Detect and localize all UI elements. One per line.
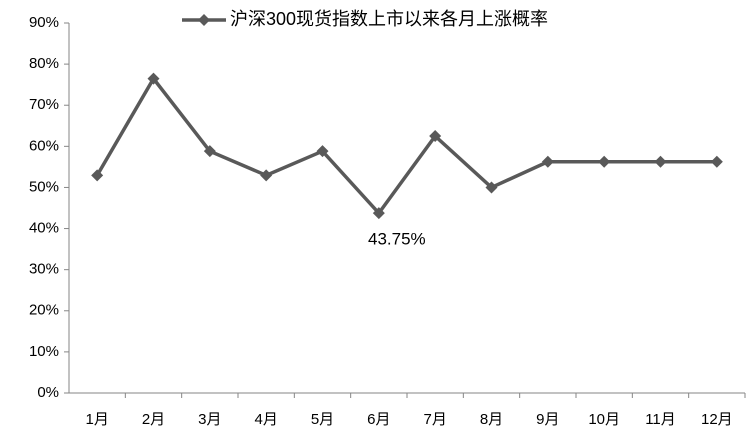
data-point bbox=[372, 207, 385, 220]
y-tick-label: 40% bbox=[29, 220, 59, 237]
data-point bbox=[260, 169, 273, 182]
series-line bbox=[95, 75, 717, 216]
x-tick-label: 4月 bbox=[254, 411, 277, 428]
x-tick-label: 6月 bbox=[367, 411, 390, 428]
data-point bbox=[91, 169, 104, 182]
x-tick-label: 1月 bbox=[85, 411, 108, 428]
y-tick-label: 60% bbox=[29, 137, 59, 154]
data-point bbox=[541, 155, 554, 168]
y-tick-label: 70% bbox=[29, 96, 59, 113]
y-tick-label: 50% bbox=[29, 178, 59, 195]
y-tick-label: 20% bbox=[29, 302, 59, 319]
data-point bbox=[316, 145, 329, 158]
data-point bbox=[710, 155, 723, 168]
y-tick-label: 90% bbox=[29, 14, 59, 31]
data-point bbox=[654, 155, 667, 168]
x-tick-label: 8月 bbox=[480, 411, 503, 428]
x-tick-label: 11月 bbox=[645, 411, 676, 428]
data-point bbox=[203, 145, 216, 158]
y-tick-label: 10% bbox=[29, 343, 59, 360]
x-tick-label: 9月 bbox=[536, 411, 559, 428]
data-label: 43.75% bbox=[368, 230, 426, 249]
y-tick-label: 30% bbox=[29, 261, 59, 278]
data-point bbox=[147, 72, 160, 85]
y-tick-label: 80% bbox=[29, 55, 59, 72]
legend-label: 沪深300现货指数上市以来各月上涨概率 bbox=[230, 9, 548, 29]
data-point bbox=[598, 155, 611, 168]
x-tick-label: 12月 bbox=[701, 411, 733, 428]
x-tick-label: 5月 bbox=[311, 411, 334, 428]
x-tick-label: 10月 bbox=[588, 411, 620, 428]
x-tick-label: 3月 bbox=[198, 411, 221, 428]
data-point bbox=[429, 130, 442, 143]
legend-marker bbox=[198, 14, 210, 26]
data-point bbox=[485, 181, 498, 194]
x-tick-label: 7月 bbox=[423, 411, 446, 428]
y-tick-label: 0% bbox=[37, 384, 59, 401]
x-tick-label: 2月 bbox=[142, 411, 165, 428]
